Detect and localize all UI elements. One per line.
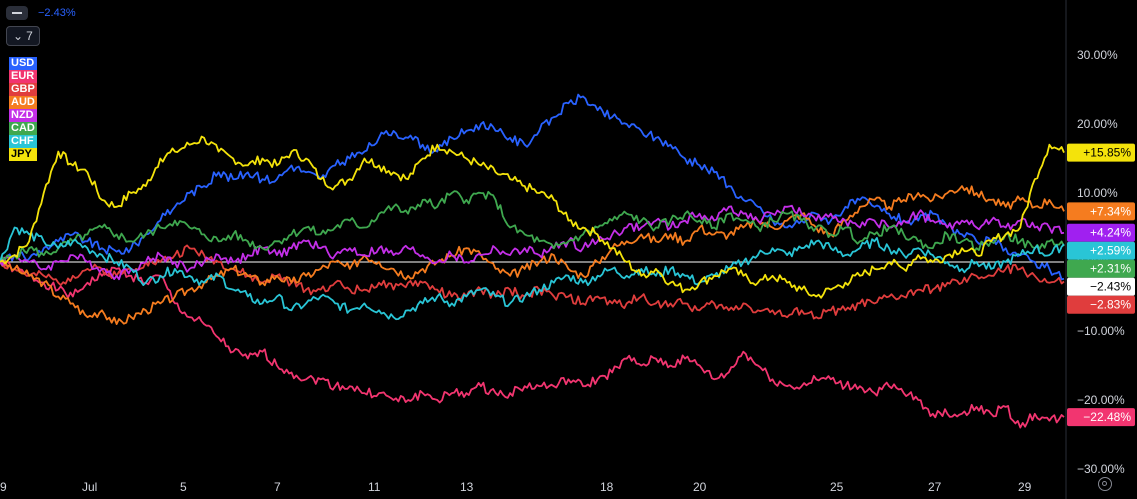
series-count-label: 7 (26, 29, 33, 43)
last-value-badge-gbp: −2.83% (1067, 295, 1135, 314)
last-value-badges: +15.85% +7.34% +4.24% +2.59% +2.31% −2.43% −2.… (1067, 143, 1135, 427)
x-tick-label: 29 (1018, 480, 1032, 494)
series-lines (0, 93, 1065, 429)
y-tick-label: 30.00% (1077, 48, 1118, 62)
last-value-badge-usd: −2.43% (1067, 277, 1135, 296)
legend-item-eur[interactable]: EUR (9, 70, 37, 83)
header-bar: −2.43% (6, 4, 76, 22)
y-tick-label: −10.00% (1077, 324, 1125, 338)
last-value-badge-cad: +2.31% (1067, 259, 1135, 278)
x-tick-label: 13 (460, 480, 474, 494)
series-count-button[interactable]: ⌄ 7 (6, 26, 40, 46)
legend: USD EUR GBP AUD NZD CAD CHF JPY (9, 57, 37, 161)
badge-background (1067, 241, 1135, 260)
y-tick-label: 10.00% (1077, 186, 1118, 200)
badge-label: +15.85% (1083, 146, 1131, 160)
last-value-badge-aud: +7.34% (1067, 202, 1135, 221)
badge-label: −22.48% (1083, 410, 1131, 424)
x-tick-label: 7 (274, 480, 281, 494)
series-line-usd (0, 93, 1065, 281)
legend-item-gbp[interactable]: GBP (9, 83, 37, 96)
legend-item-nzd[interactable]: NZD (9, 109, 37, 122)
badge-label: +2.59% (1090, 244, 1131, 258)
x-tick-label: 18 (600, 480, 614, 494)
badge-background (1067, 202, 1135, 221)
series-line-aud (0, 185, 1065, 325)
series-line-eur (0, 260, 1065, 429)
last-value-badge-chf: +2.59% (1067, 241, 1135, 260)
badge-background (1067, 143, 1135, 162)
y-tick-label: 20.00% (1077, 117, 1118, 131)
legend-item-jpy[interactable]: JPY (9, 148, 37, 161)
x-tick-label: 20 (693, 480, 707, 494)
x-axis-labels: 9 Jul 5 7 11 13 18 20 25 27 29 (0, 480, 1032, 494)
x-tick-label: 27 (928, 480, 942, 494)
badge-label: +7.34% (1090, 204, 1131, 218)
x-tick-label: 25 (830, 480, 844, 494)
badge-background (1067, 277, 1135, 296)
x-tick-label: 5 (180, 480, 187, 494)
legend-item-usd[interactable]: USD (9, 57, 37, 70)
legend-item-chf[interactable]: CHF (9, 135, 37, 148)
badge-background (1067, 408, 1135, 427)
series-line-nzd (0, 204, 1065, 281)
badge-background (1067, 223, 1135, 242)
legend-item-cad[interactable]: CAD (9, 122, 37, 135)
change-value: −2.43% (38, 7, 76, 19)
badge-background (1067, 295, 1135, 314)
y-tick-label: −20.00% (1077, 393, 1125, 407)
badge-label: +4.24% (1090, 226, 1131, 240)
last-value-badge-eur: −22.48% (1067, 408, 1135, 427)
legend-item-aud[interactable]: AUD (9, 96, 37, 109)
badge-label: +2.31% (1090, 262, 1131, 276)
series-line-chf (0, 226, 1065, 321)
settings-gear-icon[interactable] (1098, 477, 1112, 491)
collapse-toggle-icon[interactable] (6, 6, 28, 20)
y-tick-label: −30.00% (1077, 462, 1125, 476)
x-tick-label: 11 (368, 480, 381, 494)
x-tick-label: 9 (0, 480, 7, 494)
badge-label: −2.83% (1090, 298, 1131, 312)
badge-label: −2.43% (1090, 280, 1131, 294)
series-line-cad (0, 190, 1065, 263)
last-value-badge-jpy: +15.85% (1067, 143, 1135, 162)
last-value-badge-nzd: +4.24% (1067, 223, 1135, 242)
series-line-gbp (0, 244, 1065, 320)
series-line-jpy (0, 135, 1065, 299)
chevron-down-icon: ⌄ (13, 29, 24, 43)
badge-background (1067, 259, 1135, 278)
x-tick-label: Jul (82, 480, 97, 494)
